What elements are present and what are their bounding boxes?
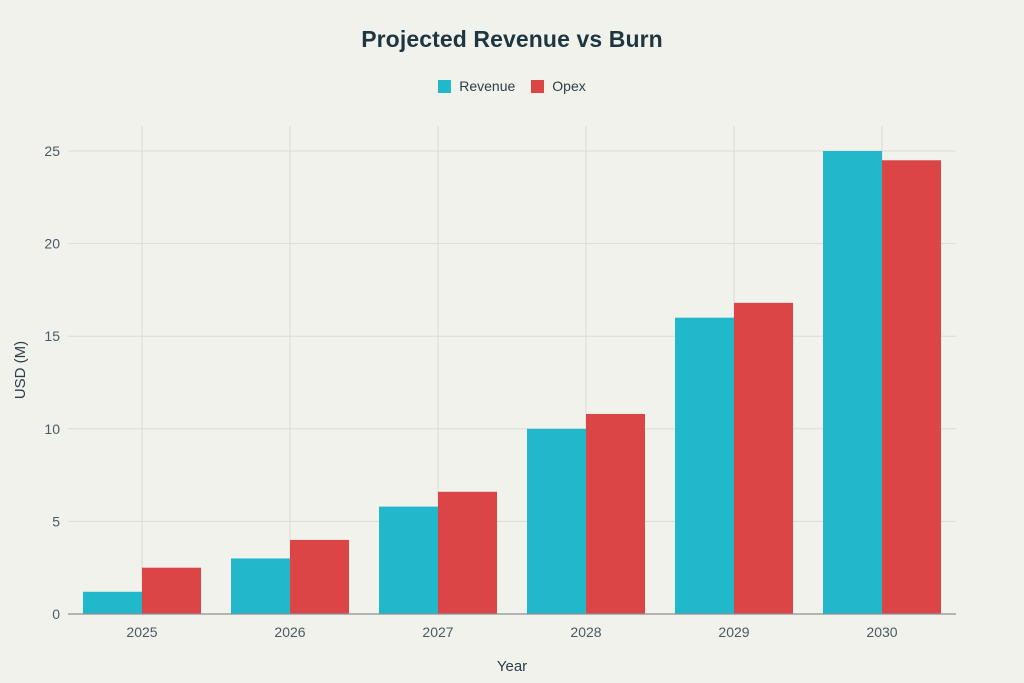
y-tick-label: 0 <box>52 606 60 622</box>
bar-revenue-2028[interactable] <box>527 428 586 614</box>
x-tick-label: 2027 <box>422 624 453 640</box>
x-tick-label: 2028 <box>570 624 601 640</box>
bars <box>83 151 941 614</box>
bar-revenue-2025[interactable] <box>83 591 142 614</box>
legend-swatch-opex <box>531 79 545 93</box>
y-tick-label: 25 <box>44 143 60 159</box>
legend-item-opex[interactable]: Opex <box>531 78 586 94</box>
bar-revenue-2030[interactable] <box>823 151 882 614</box>
x-tick-label: 2025 <box>126 624 157 640</box>
x-tick-label: 2029 <box>718 624 749 640</box>
bar-opex-2028[interactable] <box>586 413 645 614</box>
bar-opex-2026[interactable] <box>290 539 349 614</box>
grid <box>68 126 956 614</box>
bar-opex-2030[interactable] <box>882 160 941 614</box>
y-tick-label: 5 <box>52 513 60 529</box>
x-tick-label: 2026 <box>274 624 305 640</box>
bar-revenue-2026[interactable] <box>231 558 290 614</box>
bar-revenue-2027[interactable] <box>379 506 438 614</box>
legend-item-revenue[interactable]: Revenue <box>438 78 515 94</box>
legend-swatch-revenue <box>438 79 452 93</box>
x-axis-title: Year <box>497 658 527 675</box>
chart-title: Projected Revenue vs Burn <box>361 26 663 52</box>
y-tick-label: 15 <box>44 328 60 344</box>
y-tick-label: 10 <box>44 421 60 437</box>
bar-opex-2029[interactable] <box>734 302 793 614</box>
legend: Revenue Opex <box>0 78 1024 94</box>
bar-opex-2027[interactable] <box>438 491 497 614</box>
legend-label-opex: Opex <box>552 78 586 94</box>
y-tick-label: 20 <box>44 236 60 252</box>
x-tick-label: 2030 <box>866 624 897 640</box>
legend-label-revenue: Revenue <box>459 78 516 94</box>
y-axis-title: USD (M) <box>12 341 29 399</box>
bar-opex-2025[interactable] <box>142 567 201 614</box>
bar-revenue-2029[interactable] <box>675 317 734 614</box>
